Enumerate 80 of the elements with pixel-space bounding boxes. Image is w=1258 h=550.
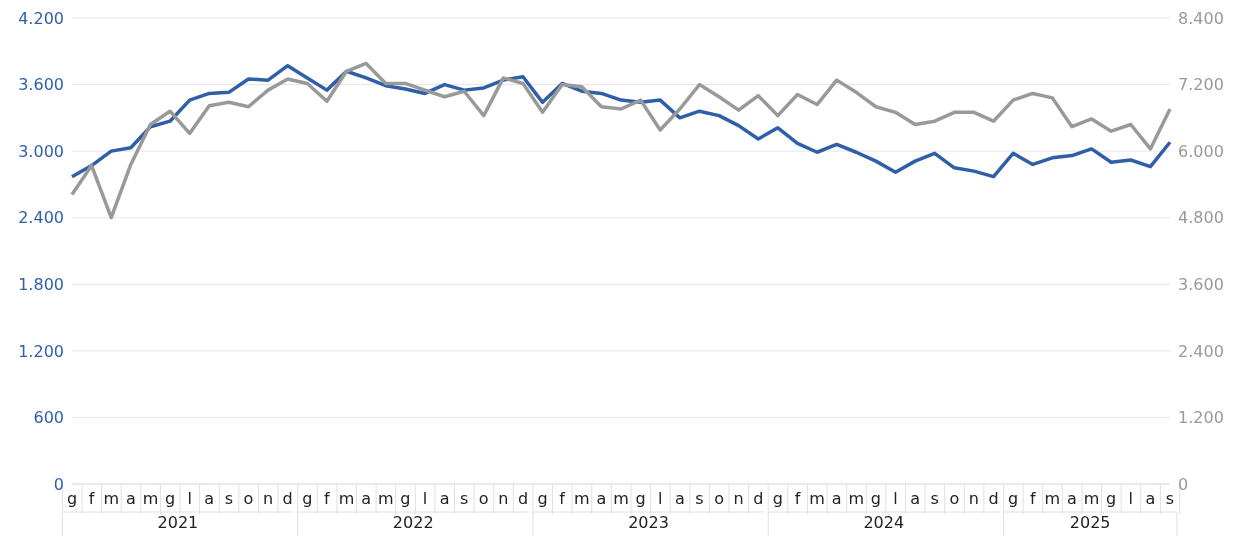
x-tick-label: f	[559, 489, 566, 508]
x-tick-label: g	[537, 489, 548, 508]
x-tick-label: n	[968, 489, 979, 508]
x-tick-label: m	[573, 489, 590, 508]
x-tick-label: l	[893, 489, 898, 508]
x-tick-label: m	[103, 489, 120, 508]
x-tick-label: a	[361, 489, 372, 508]
x-tick-label: g	[1008, 489, 1019, 508]
x-tick-label: a	[910, 489, 921, 508]
x-tick-label: a	[1067, 489, 1077, 508]
x-tick-label: s	[930, 489, 939, 508]
x-tick-label: g	[772, 489, 783, 508]
line-series	[70, 61, 1172, 220]
x-tick-label: a	[1145, 489, 1156, 508]
x-tick-label: n	[733, 489, 744, 508]
y-tick-label: 600	[33, 408, 64, 428]
x-tick-label: m	[809, 489, 825, 508]
y2-tick-label: 1.200	[1178, 408, 1224, 428]
y2-tick-label: 2.400	[1178, 341, 1224, 361]
x-tick-label: g	[635, 489, 646, 508]
x-tick-label: m	[848, 489, 865, 508]
y-tick-label: 2.400	[18, 208, 64, 228]
x-tick-label: g	[302, 489, 313, 508]
text: 2024	[863, 513, 905, 532]
x-tick-label: m	[338, 489, 355, 508]
x-tick-label: a	[125, 489, 136, 508]
y-tick-label: 4.200	[18, 8, 64, 28]
x-tick-label: d	[753, 489, 764, 508]
x-tick-label: a	[674, 489, 685, 508]
x-tick-label: g	[1106, 489, 1117, 508]
x-tick-label: a	[596, 489, 607, 508]
x-tick-label: d	[282, 489, 293, 508]
y-tick-label: 1.200	[18, 341, 64, 361]
x-tick-label: n	[498, 489, 509, 508]
x-tick-label: l	[1128, 489, 1134, 508]
x-tick-label: g	[870, 489, 881, 508]
x-tick-label: o	[478, 489, 489, 508]
x-tick-label: s	[1165, 489, 1175, 508]
x-tick-label: o	[949, 489, 960, 508]
x-tick-label: a	[439, 489, 450, 508]
y2-tick-label: 4.800	[1178, 208, 1224, 228]
x-tick-label: g	[164, 489, 176, 508]
x-tick-label: o	[243, 489, 254, 508]
y2-tick-label: 3.600	[1178, 274, 1224, 294]
y2-tick-label: 0	[1178, 474, 1189, 494]
y-tick-label: 3.000	[18, 141, 64, 161]
x-tick-label: n	[263, 489, 274, 508]
text: 2021	[157, 513, 199, 532]
x-tick-label: f	[324, 489, 331, 508]
x-tick-label: o	[714, 489, 724, 508]
x-tick-label: l	[422, 489, 428, 508]
x-tick-label: a	[831, 489, 842, 508]
y-tick-label: 1.800	[18, 274, 64, 294]
x-tick-label: d	[517, 489, 529, 508]
text: 2022	[392, 513, 434, 532]
x-tick-label: s	[459, 489, 469, 508]
x-tick-label: m	[613, 489, 629, 508]
y2-tick-label: 8.400	[1178, 8, 1224, 28]
x-tick-label: g	[400, 489, 411, 508]
x-tick-label: f	[88, 489, 95, 508]
text: 2023	[628, 513, 669, 532]
x-tick-label: f	[794, 489, 801, 508]
x-tick-label: m	[377, 489, 394, 508]
y-tick-label: 3.600	[18, 75, 64, 95]
x-tick-label: m	[1044, 489, 1061, 508]
y-tick-label: 0	[53, 474, 64, 494]
x-tick-label: m	[1083, 489, 1100, 508]
x-tick-label: d	[988, 489, 999, 508]
x-tick-label: s	[695, 489, 704, 508]
y2-tick-label: 7.200	[1178, 75, 1224, 95]
x-tick-label: s	[224, 489, 234, 508]
x-tick-label: l	[187, 489, 192, 508]
text: 2025	[1069, 513, 1111, 532]
line-series	[70, 63, 1172, 179]
x-tick-label: m	[142, 489, 159, 508]
y2-tick-label: 6.000	[1178, 141, 1224, 161]
x-tick-label: l	[657, 489, 663, 508]
x-tick-label: g	[66, 489, 78, 508]
x-tick-label: a	[204, 489, 215, 508]
x-tick-label: f	[1029, 489, 1036, 508]
